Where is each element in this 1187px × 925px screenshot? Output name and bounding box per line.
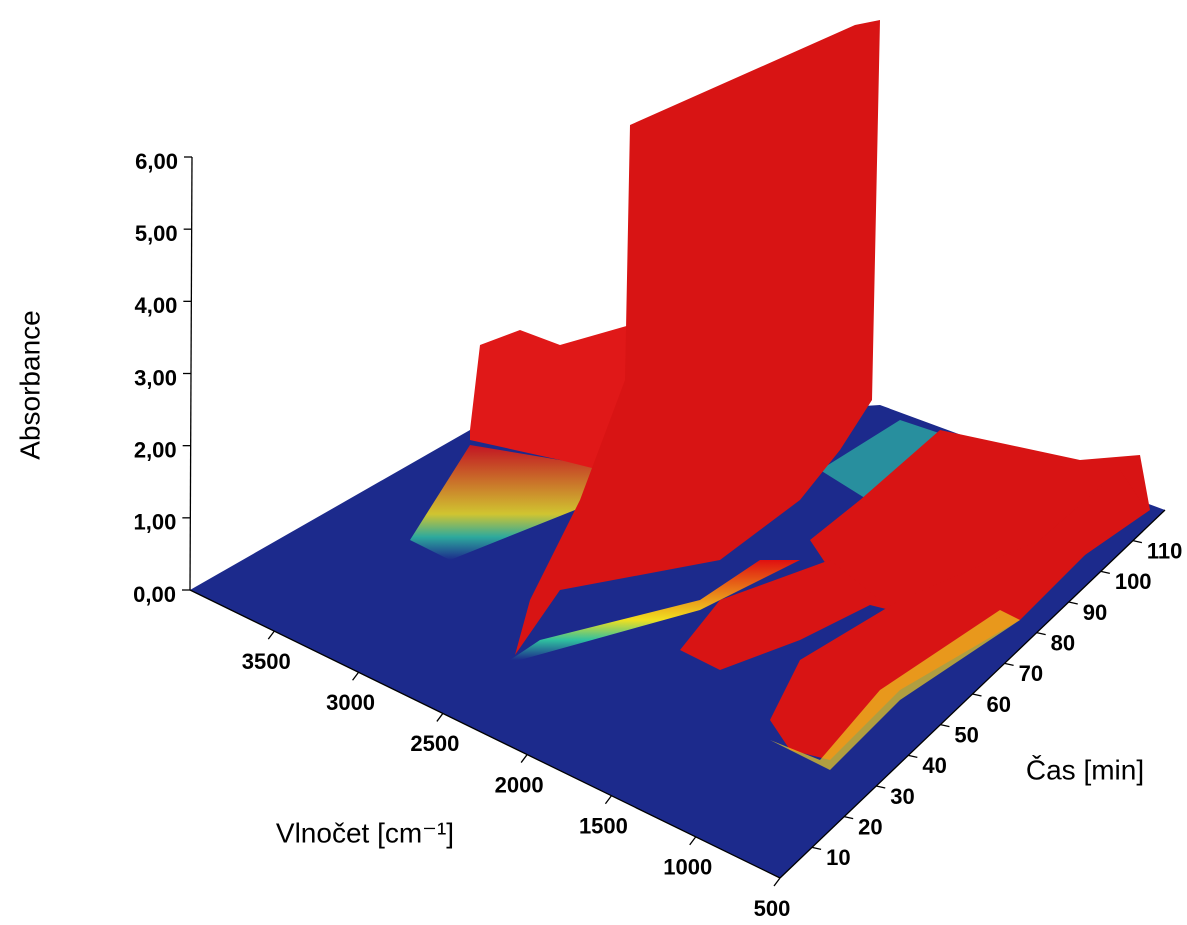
surface-peak <box>470 325 630 470</box>
x-tick-label: 1000 <box>663 855 712 880</box>
surface-edge <box>770 610 1020 770</box>
y-tick-label: 30 <box>890 784 914 809</box>
x-tick-label: 3500 <box>242 649 291 674</box>
x-tick-label: 3000 <box>326 690 375 715</box>
y-tick <box>908 754 918 758</box>
y-tick-label: 50 <box>954 722 978 747</box>
surface-peak <box>515 20 880 655</box>
x-tick <box>604 795 612 805</box>
y-tick <box>844 816 854 820</box>
y-axis-title: Čas [min] <box>1026 754 1144 785</box>
x-tick <box>267 630 275 640</box>
y-tick <box>876 785 886 789</box>
z-axis-title: Absorbance <box>14 310 45 459</box>
y-tick-label: 60 <box>987 692 1011 717</box>
y-tick-label: 90 <box>1083 600 1107 625</box>
z-tick-label: 5,00 <box>135 221 178 246</box>
y-tick-label: 40 <box>922 753 946 778</box>
y-tick-label: 100 <box>1115 569 1152 594</box>
y-tick <box>1068 601 1078 605</box>
y-tick <box>1004 662 1014 666</box>
y-tick-label: 20 <box>858 814 882 839</box>
y-tick-label: 70 <box>1019 661 1043 686</box>
y-tick <box>1036 632 1046 636</box>
surface-peak <box>810 430 1150 620</box>
x-tick <box>436 713 444 722</box>
z-tick-label: 2,00 <box>134 437 177 462</box>
axes: 0,00 1,00 2,00 3,00 4,00 5,00 6,00 3500 3000 2500… <box>133 149 1182 921</box>
surface-peak <box>680 560 880 670</box>
x-tick-label: 500 <box>754 896 791 921</box>
y-tick <box>811 846 822 850</box>
y-tick-label: 10 <box>826 845 850 870</box>
x-tick <box>689 836 697 846</box>
x-tick-label: 1500 <box>579 814 628 839</box>
x-tick <box>520 754 528 763</box>
y-tick <box>940 724 950 728</box>
x-tick <box>352 671 360 681</box>
z-tick-label: 0,00 <box>133 582 176 607</box>
z-tick-label: 6,00 <box>135 149 178 174</box>
surface-band <box>410 445 620 560</box>
x-tick-label: 2000 <box>495 772 544 797</box>
y-tick <box>972 693 982 697</box>
y-tick-label: 80 <box>1051 630 1075 655</box>
surface-peak <box>770 470 1140 760</box>
z-tick-label: 4,00 <box>135 293 178 318</box>
z-tick-label: 3,00 <box>134 365 177 390</box>
x-tick <box>773 877 781 887</box>
x-tick-label: 2500 <box>410 731 459 756</box>
y-tick <box>1132 540 1143 544</box>
surface-edge <box>510 560 800 660</box>
x-axis-title: Vlnočet [cm⁻¹] <box>276 817 454 848</box>
z-tick-label: 1,00 <box>134 510 177 535</box>
y-tick <box>1100 570 1110 574</box>
surface <box>190 20 1165 878</box>
y-tick-label: 110 <box>1147 538 1183 563</box>
x-axis <box>189 589 781 879</box>
